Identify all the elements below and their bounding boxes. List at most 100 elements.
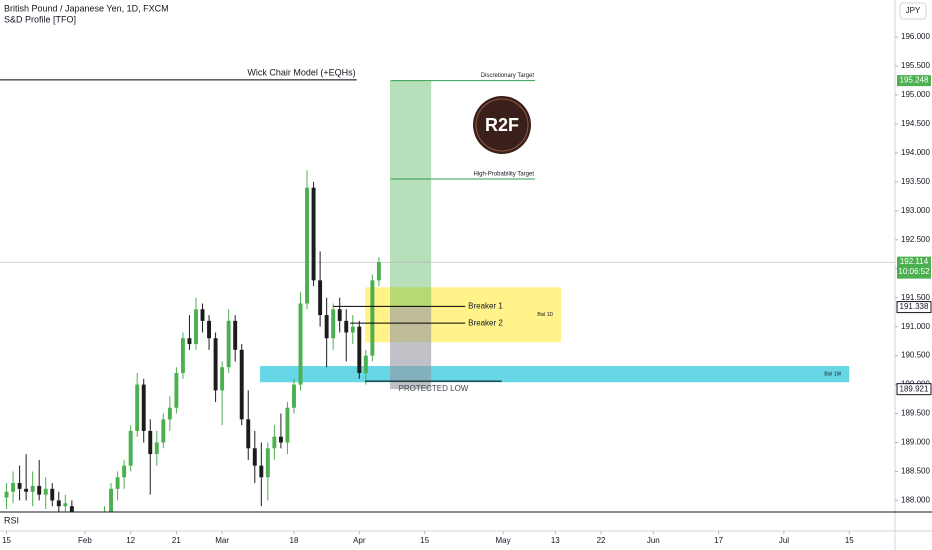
position-risk — [390, 307, 432, 390]
x-tick-label: 18 — [290, 536, 299, 545]
candle-body — [220, 367, 225, 391]
candle-body — [109, 488, 114, 512]
y-tick-label: 195.500 — [901, 61, 930, 70]
y-tick-label: 193.000 — [901, 206, 930, 215]
candle-body — [324, 315, 329, 339]
price-label-box — [896, 301, 932, 314]
x-tick-label: 12 — [126, 536, 135, 545]
price-label: 195.248 — [900, 76, 929, 85]
candle-body — [318, 280, 323, 316]
candle-body — [337, 309, 342, 321]
price-label: 191.338 — [900, 302, 929, 311]
candle-body — [233, 320, 238, 350]
y-tick-label: 188.500 — [901, 467, 930, 476]
candle-body — [115, 477, 120, 489]
logo: R2F — [473, 96, 531, 154]
price-label: 192.114 — [900, 257, 929, 266]
candle-body — [370, 280, 375, 356]
annotation-label: Discretionary Target — [481, 73, 535, 79]
candle-body — [180, 338, 185, 373]
position-profit — [390, 80, 432, 308]
x-tick-label: Jun — [647, 536, 660, 545]
candle-body — [167, 407, 172, 420]
annotation-label: High-Probability Target — [473, 172, 534, 178]
candle-body — [285, 407, 290, 443]
candle-body — [148, 430, 153, 455]
candle-body — [187, 338, 192, 345]
candle-body — [357, 326, 362, 373]
y-tick-label: 195.000 — [901, 90, 930, 99]
x-tick-label: Apr — [353, 536, 366, 545]
x-tick-label: Jul — [779, 536, 789, 545]
zone-label: Bisl 1W — [824, 371, 841, 377]
candle-body — [135, 384, 140, 431]
candle-body — [259, 465, 264, 478]
candle-body — [11, 483, 16, 492]
logo-circle — [473, 96, 531, 154]
candle-body — [213, 338, 218, 391]
candle-body — [311, 187, 316, 281]
y-tick-label: 189.000 — [901, 438, 930, 447]
candle-body — [252, 448, 257, 466]
candle-body — [376, 262, 381, 281]
x-tick-label: 21 — [172, 536, 181, 545]
y-tick-label: 196.000 — [901, 32, 930, 41]
candle-body — [161, 419, 166, 443]
x-tick-label: Mar — [215, 536, 229, 545]
candle-body — [200, 309, 205, 321]
candle-body — [265, 448, 270, 478]
logo-text: R2F — [485, 115, 519, 135]
candle-body — [4, 491, 9, 498]
candle-body — [298, 303, 303, 385]
annotation-label: Breaker 1 — [468, 301, 503, 310]
y-tick-label: 188.000 — [901, 496, 930, 505]
candle-body — [207, 320, 212, 339]
candle-body — [363, 355, 368, 373]
x-tick-label: 15 — [2, 536, 11, 545]
candle-body — [174, 372, 179, 408]
pane-label: RSI — [4, 515, 19, 525]
y-tick-label: 194.000 — [901, 148, 930, 157]
x-tick-label: 22 — [597, 536, 606, 545]
candle-body — [63, 503, 68, 507]
price-label-box — [896, 383, 932, 396]
price-label-time: 10:06:52 — [898, 267, 930, 276]
candle-body — [30, 485, 35, 492]
candle-body — [344, 320, 349, 333]
x-tick-label: Feb — [78, 536, 92, 545]
x-tick-label: 13 — [551, 536, 560, 545]
candle-body — [69, 506, 74, 512]
zone — [260, 366, 850, 383]
y-tick-label: 191.500 — [901, 293, 930, 302]
zone-label: Bisl 1D — [537, 312, 553, 318]
annotation-label: Breaker 2 — [468, 318, 503, 327]
candle-body — [122, 465, 127, 478]
y-tick-label: 192.500 — [901, 235, 930, 244]
candle-body — [350, 326, 355, 333]
price-label: 189.921 — [900, 384, 929, 393]
annotation-label: Wick Chair Model (+EQHs) — [247, 67, 355, 77]
candle-body — [24, 488, 29, 492]
y-tick-label: 189.500 — [901, 409, 930, 418]
candle-body — [50, 488, 55, 501]
candle-body — [194, 309, 198, 345]
candle-body — [37, 485, 42, 495]
currency-button[interactable] — [899, 2, 927, 20]
chart-title: British Pound / Japanese Yen, 1D, FXCM — [4, 3, 169, 13]
candle-body — [56, 500, 61, 507]
candle-body — [128, 430, 133, 466]
currency-label: JPY — [906, 6, 921, 15]
candle-body — [272, 436, 277, 449]
y-tick-label: 191.000 — [901, 322, 930, 331]
plot-area: Bisl 1D Bisl 1W Wick Chair Model (+EQHs) Di… — [0, 67, 895, 512]
price-label-box — [897, 75, 931, 87]
y-tick-label: 190.500 — [901, 351, 930, 360]
annotation-label: PROTECTED LOW — [399, 384, 469, 393]
indicator-name: S&D Profile [TFO] — [4, 14, 76, 24]
logo-ring — [475, 98, 529, 152]
y-tick-label: 194.500 — [901, 119, 930, 128]
candle-body — [43, 488, 48, 495]
x-tick-label: 15 — [420, 536, 429, 545]
candle-body — [331, 309, 336, 339]
